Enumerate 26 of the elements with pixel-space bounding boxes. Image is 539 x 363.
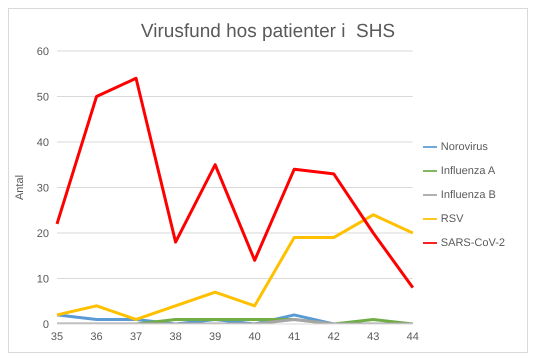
y-tick-label: 10: [36, 273, 49, 286]
y-tick-label: 30: [36, 182, 49, 194]
x-tick-label: 36: [90, 330, 103, 343]
x-tick-label: 39: [209, 330, 222, 343]
legend-label: SARS-CoV-2: [440, 237, 505, 249]
y-tick-label: 0: [42, 318, 49, 331]
y-tick-label: 60: [36, 46, 49, 58]
x-tick-label: 44: [406, 330, 419, 343]
x-tick-label: 37: [130, 330, 142, 343]
legend-label: Influenza B: [440, 189, 496, 201]
chart-title: Virusfund hos patienter i SHS: [140, 21, 396, 43]
y-tick-label: 40: [36, 136, 49, 149]
legend-label: Norovirus: [440, 141, 488, 153]
x-tick-label: 35: [50, 330, 64, 343]
x-tick-label: 42: [328, 330, 340, 343]
line-series: [56, 213, 414, 321]
line-series: [56, 76, 414, 290]
x-tick-label: 43: [367, 330, 380, 343]
x-tick-label: 38: [169, 330, 182, 343]
legend-label: Influenza A: [440, 165, 496, 177]
x-tick-label: 41: [288, 330, 300, 343]
y-tick-label: 20: [36, 228, 49, 240]
x-tick-label: 40: [248, 330, 261, 343]
legend-label: RSV: [440, 213, 464, 225]
y-tick-label: 50: [36, 91, 49, 104]
y-axis-title: Antal: [14, 174, 26, 200]
